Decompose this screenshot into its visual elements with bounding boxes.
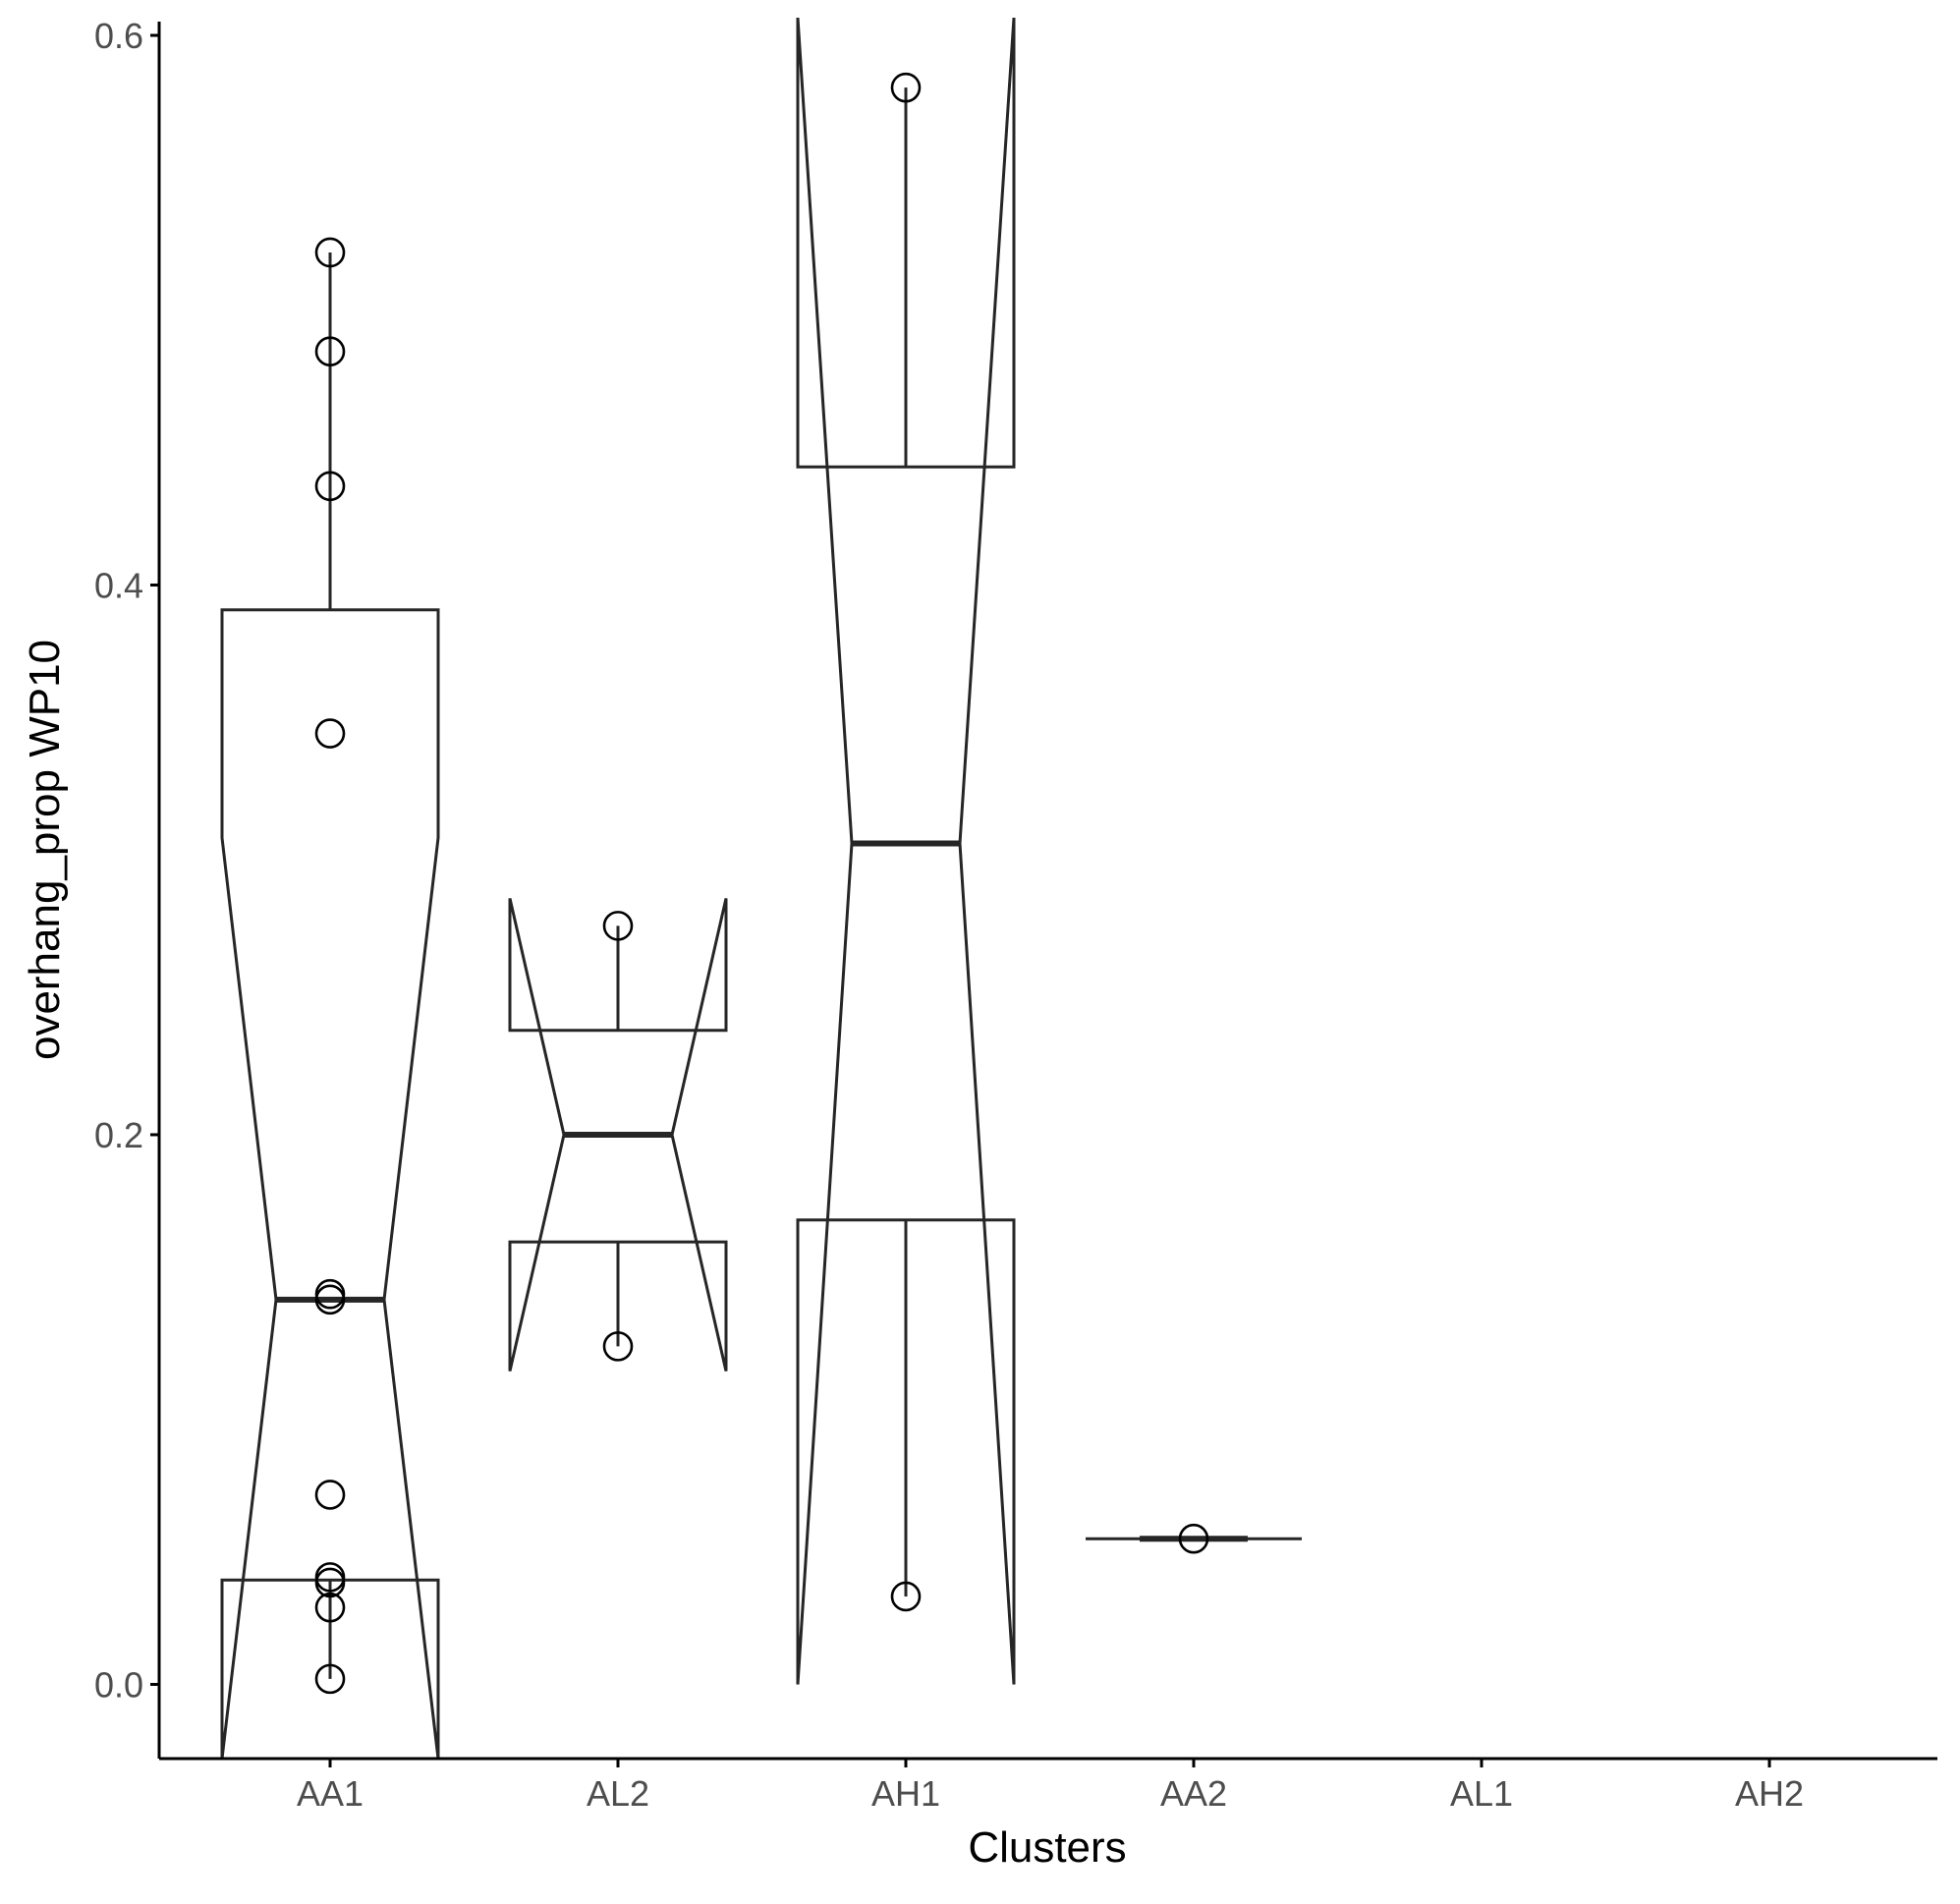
data-point [314,237,346,268]
data-point [314,1480,346,1510]
plot-panel [220,18,1302,1759]
plot-area [220,18,1302,1759]
data-point [602,1331,634,1362]
x-tick-label: AH1 [871,1773,940,1814]
box-body [220,608,440,1759]
data-point [314,1592,346,1623]
y-axis-title: overhang_prop WP10 [21,640,69,1060]
box-body [508,898,728,1372]
data-point [890,1581,922,1612]
x-tick-label: AL1 [1450,1773,1513,1814]
data-point [314,336,346,366]
data-point [602,911,634,941]
y-tick-label: 0.4 [94,565,143,605]
box-group-al2 [508,898,728,1372]
data-point [1178,1523,1209,1554]
data-point [314,1278,346,1310]
data-point [314,1663,346,1695]
x-tick-label: AA1 [297,1773,364,1814]
data-point [314,718,346,749]
y-tick-label: 0.0 [94,1664,143,1705]
x-tick-label: AL2 [587,1773,649,1814]
data-point [314,1284,346,1316]
axes: 0.0 0.2 0.4 0.6 AA1 AL2 AH1 AA2 AL1 AH2 [94,16,1937,1814]
box-group-aa2 [1086,1523,1302,1554]
data-point [314,1567,346,1598]
x-tick-label: AH2 [1735,1773,1804,1814]
box-group-ah1 [796,18,1016,1685]
y-tick-label: 0.2 [94,1115,143,1155]
data-point [314,471,346,502]
data-point [890,72,922,103]
x-tick-label: AA2 [1160,1773,1227,1814]
x-axis-title: Clusters [968,1823,1126,1872]
y-tick-label: 0.6 [94,16,143,56]
box-group-aa1 [220,237,440,1759]
box-body [796,18,1016,1685]
